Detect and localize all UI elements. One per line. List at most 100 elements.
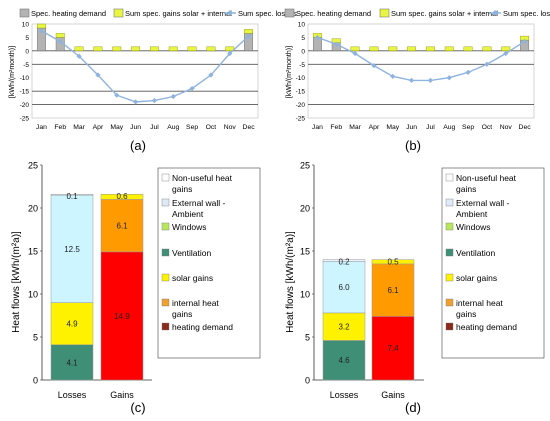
month-label: Feb [330, 124, 342, 131]
month-label: Aug [443, 124, 455, 131]
legend-swatch [161, 198, 170, 207]
y-axis-label-d: Heat flows [kWh/(m²a)] [285, 231, 296, 333]
legend-label: Windows [456, 222, 490, 232]
y-tick-label: -20 [296, 102, 306, 109]
losses-point [170, 93, 176, 100]
gains-bar [482, 46, 492, 52]
losses-point [245, 33, 252, 39]
data-label: 14.9 [114, 312, 130, 321]
caption-b: (b) [405, 138, 421, 153]
gains-bar [93, 46, 103, 52]
panel-c: Heat flows [kWh/(m²a)] 0 5 10 15 20 25 4.1 4.9… [11, 161, 261, 415]
gains-bar [36, 23, 46, 29]
data-label: 12.5 [64, 245, 80, 254]
legend-losses-marker-a [227, 10, 233, 16]
legend-label: solar gains [456, 273, 497, 283]
legend-swatch [445, 198, 454, 207]
y-tick-label: 0 [305, 376, 310, 386]
y-tick-label: -5 [299, 62, 305, 69]
y-axis-label-c: Heat flows [kWh/(m²a)] [11, 231, 22, 333]
month-label: Jul [150, 124, 159, 131]
y-tick-label: 15 [300, 247, 310, 257]
month-label: Jun [130, 124, 141, 131]
y-tick-label: 10 [22, 22, 30, 29]
y-tick-label: -15 [296, 89, 306, 96]
gains-bar [131, 46, 141, 52]
month-label: Dec [519, 124, 532, 131]
month-label: May [386, 124, 399, 131]
stack-segment [100, 251, 144, 381]
gains-bar [168, 46, 178, 52]
legend-label: Ventilation [456, 248, 495, 258]
losses-point [38, 28, 45, 34]
y-tick-label: 5 [33, 333, 38, 343]
legend-label: solar gains [172, 273, 213, 283]
caption-d: (d) [405, 400, 421, 415]
gains-bar [112, 46, 122, 52]
x-label-losses-d: Losses [330, 390, 359, 400]
losses-point [521, 38, 528, 45]
y-tick-label: 5 [25, 35, 29, 42]
y-tick-label: 5 [301, 35, 305, 42]
legend-label: Windows [172, 222, 206, 232]
legend-label: internal heat [172, 298, 219, 308]
plot-area-d: 4.6 3.2 6.0 0.2 7.4 6.1 0.5 [313, 165, 424, 381]
y-tick-label: -10 [296, 75, 306, 82]
gains-bar [425, 46, 435, 52]
y-tick-label: -5 [23, 62, 29, 69]
losses-point [446, 75, 452, 81]
month-label: Aug [167, 124, 179, 131]
gains-bar [350, 46, 360, 52]
y-tick-label: -10 [20, 75, 30, 82]
legend-label: gains [456, 184, 476, 194]
month-label: Nov [224, 124, 237, 131]
stack-segment [100, 193, 144, 200]
caption-a: (a) [130, 138, 146, 153]
legend-label: heating demand [456, 322, 517, 332]
legend-label: gains [456, 309, 476, 319]
y-axis-ticks-b: 10 5 0 -5 -10 -15 -20 -25 [296, 22, 306, 123]
data-label: 0.5 [387, 258, 399, 267]
y-axis-label-b: [kWh/(m²month)] [286, 46, 293, 98]
y-tick-label: 5 [305, 333, 310, 343]
losses-point [390, 73, 396, 79]
plot-area-b [307, 23, 535, 119]
legend-label: Ambient [456, 209, 488, 219]
losses-point [95, 72, 101, 78]
legend-heating-label-b: Spec. heating demand [296, 9, 371, 18]
losses-point [114, 92, 120, 98]
month-label: Mar [349, 124, 361, 131]
legend-swatch [445, 173, 454, 182]
gains-bar [244, 29, 254, 34]
plot-frame [307, 23, 535, 119]
data-label: 4.6 [338, 356, 350, 365]
legend-swatch [161, 222, 170, 231]
panel-b: Spec. heating demand Sum spec. gains sol… [284, 8, 550, 153]
stack-segment [100, 199, 144, 253]
gains-bar [74, 46, 84, 52]
y-tick-label: 20 [300, 204, 310, 214]
y-tick-label: -15 [20, 89, 30, 96]
month-label: Apr [93, 124, 104, 131]
y-tick-label: 15 [28, 247, 38, 257]
month-label: Nov [500, 124, 513, 131]
data-label: 0.6 [116, 192, 128, 201]
stack-segment [322, 312, 366, 341]
y-tick-label: 25 [28, 161, 38, 171]
gains-bar [388, 46, 398, 52]
losses-point [465, 69, 471, 75]
stack-segment [322, 340, 366, 381]
x-axis-labels-b: Jan Feb Mar Apr May Jun Jul Aug Sep Oct Nov Dec [312, 124, 531, 131]
legend-gains-swatch-b [379, 8, 390, 18]
gains-bar [369, 46, 379, 52]
losses-point [57, 38, 63, 45]
legend-label: gains [172, 184, 192, 194]
legend-losses-label-a: Sum spec. losses [238, 9, 297, 18]
legend-swatch [445, 322, 454, 331]
legend-swatch [445, 298, 454, 307]
plot-area-c: 4.1 4.9 12.5 0.1 14.9 6.1 0.6 [41, 165, 152, 381]
month-label: Sep [186, 124, 198, 131]
losses-point [352, 50, 358, 57]
data-label: 0.2 [338, 258, 350, 267]
